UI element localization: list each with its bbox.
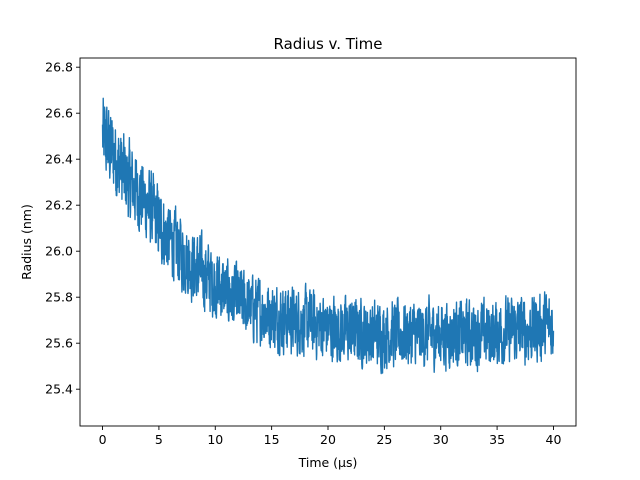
x-tick-label: 10 — [207, 432, 223, 447]
series-layer — [101, 97, 555, 375]
plot-area — [79, 57, 577, 427]
y-tick-label: 25.6 — [45, 336, 73, 351]
y-tick-label: 26.4 — [45, 152, 73, 167]
y-axis: 25.4 25.6 25.8 26.0 26.2 26.4 26.6 26.8 — [45, 60, 80, 397]
plot-background — [80, 58, 576, 426]
x-axis: 0 5 10 15 20 25 30 35 40 — [99, 426, 562, 447]
x-tick-label: 0 — [99, 432, 107, 447]
x-axis-label: Time (μs) — [298, 455, 358, 470]
y-tick-label: 26.8 — [45, 60, 73, 75]
y-tick-label: 25.4 — [45, 382, 73, 397]
x-tick-label: 5 — [155, 432, 163, 447]
x-tick-label: 35 — [489, 432, 505, 447]
x-tick-label: 15 — [264, 432, 280, 447]
x-tick-label: 40 — [546, 432, 562, 447]
x-tick-label: 20 — [320, 432, 336, 447]
y-tick-label: 26.0 — [45, 244, 73, 259]
x-tick-label: 25 — [376, 432, 392, 447]
y-tick-label: 25.8 — [45, 290, 73, 305]
x-tick-label: 30 — [433, 432, 449, 447]
y-tick-label: 26.6 — [45, 106, 73, 121]
y-axis-label: Radius (nm) — [19, 204, 34, 280]
chart-title: Radius v. Time — [273, 35, 382, 53]
y-tick-label: 26.2 — [45, 198, 73, 213]
series-line — [101, 97, 555, 375]
